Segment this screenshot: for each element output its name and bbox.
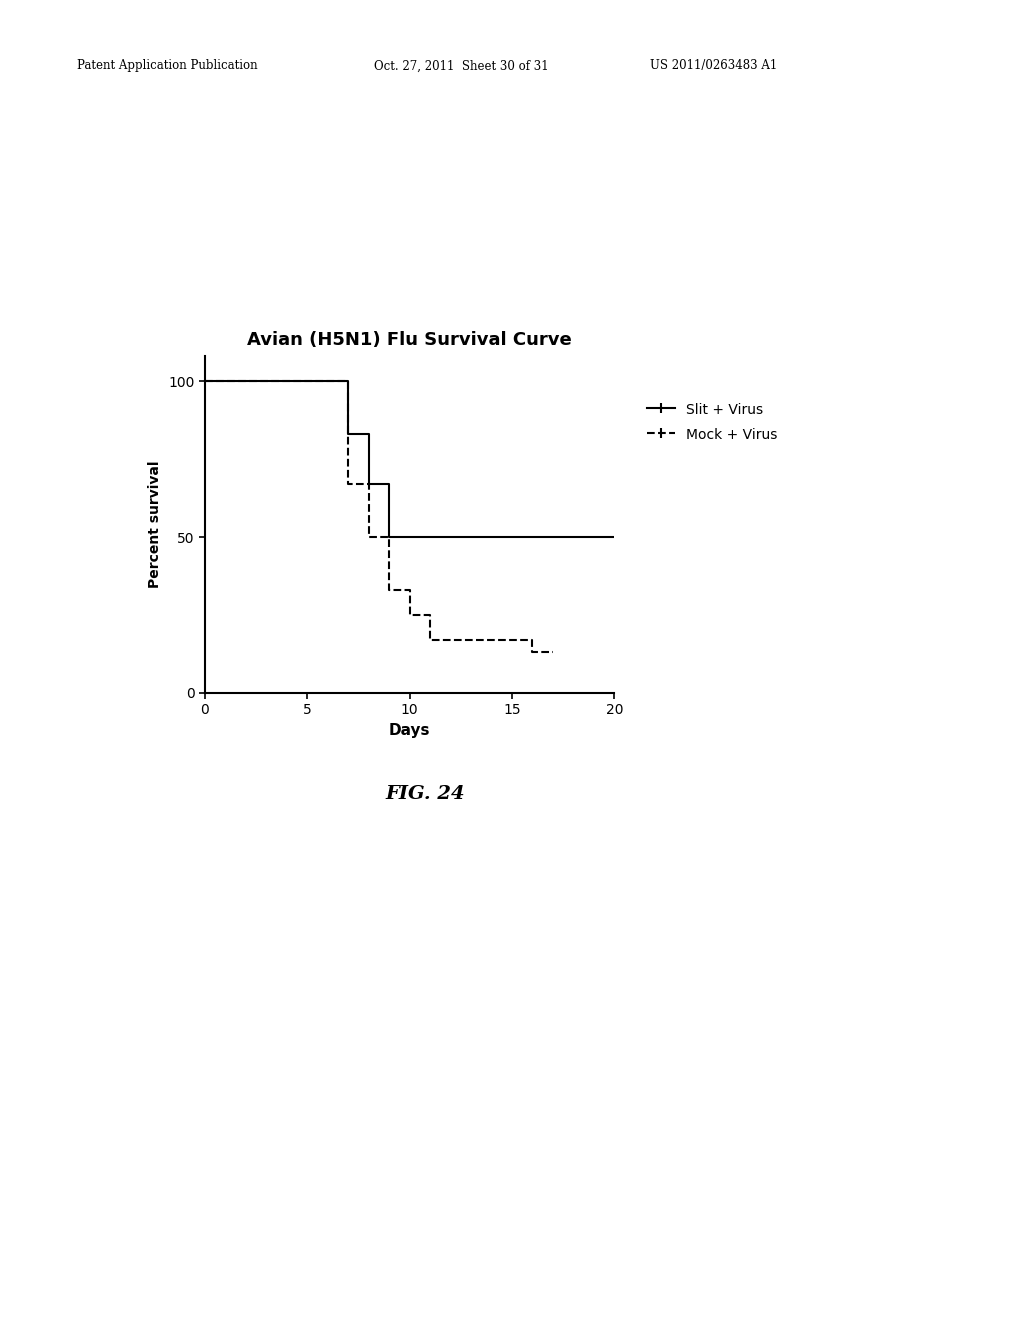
Text: Patent Application Publication: Patent Application Publication <box>77 59 257 73</box>
Title: Avian (H5N1) Flu Survival Curve: Avian (H5N1) Flu Survival Curve <box>247 331 572 350</box>
Text: Oct. 27, 2011  Sheet 30 of 31: Oct. 27, 2011 Sheet 30 of 31 <box>374 59 549 73</box>
Text: FIG. 24: FIG. 24 <box>385 784 465 803</box>
Y-axis label: Percent survival: Percent survival <box>148 461 163 589</box>
Text: US 2011/0263483 A1: US 2011/0263483 A1 <box>650 59 777 73</box>
Legend: Slit + Virus, Mock + Virus: Slit + Virus, Mock + Virus <box>642 397 783 447</box>
X-axis label: Days: Days <box>389 723 430 738</box>
